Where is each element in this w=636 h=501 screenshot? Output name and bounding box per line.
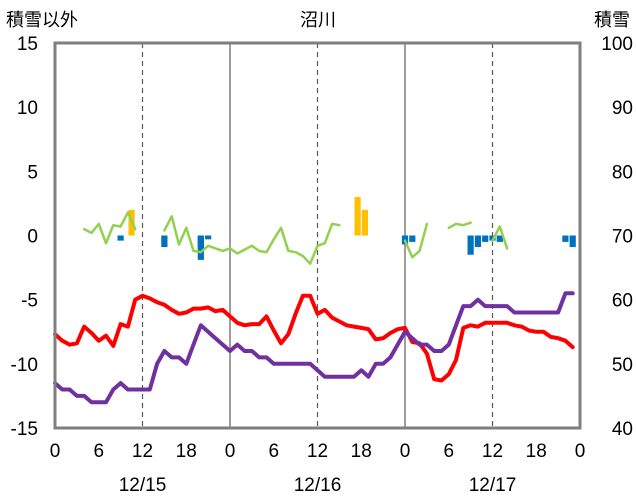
series-line-purple: [53, 291, 575, 405]
date-labels: 12/15 12/16 12/17: [119, 475, 517, 496]
left-tick-label: 5: [27, 162, 38, 183]
x-tick-label: 0: [225, 441, 236, 462]
x-tick-label: 6: [443, 441, 454, 462]
right-tick-labels: 100 90 80 70 60 50 40: [601, 34, 633, 440]
bar: [496, 235, 503, 242]
bar: [569, 235, 576, 248]
x-tick-label: 18: [351, 441, 372, 462]
date-label: 12/15: [119, 475, 167, 496]
left-tick-label: -10: [11, 355, 38, 376]
left-tick-label: -5: [21, 291, 38, 312]
bar: [409, 235, 416, 242]
bar: [197, 235, 204, 249]
chart-title: 沼川: [300, 10, 336, 30]
left-axis-label: 積雪以外: [6, 10, 78, 30]
right-tick-label: 80: [612, 162, 633, 183]
x-tick-label: 12: [307, 441, 328, 462]
x-tick-label: 18: [526, 441, 547, 462]
right-tick-label: 100: [601, 34, 633, 55]
right-axis-label: 積雪: [594, 10, 630, 30]
series-line-green: [163, 215, 341, 265]
bar: [467, 235, 474, 255]
series-line-green: [447, 221, 472, 230]
x-tick-label: 18: [176, 441, 197, 462]
x-tick-label: 0: [50, 441, 61, 462]
series-line-green: [491, 225, 509, 250]
bar: [474, 235, 482, 248]
right-tick-label: 70: [612, 227, 633, 248]
bar: [117, 235, 124, 241]
left-tick-label: -15: [11, 419, 38, 440]
date-label: 12/16: [294, 475, 342, 496]
right-tick-label: 40: [612, 419, 633, 440]
bar: [562, 235, 569, 242]
lines-layer: [53, 211, 575, 405]
bar: [205, 235, 212, 240]
bar: [354, 197, 361, 236]
series-line-green: [82, 211, 137, 245]
x-tick-label: 0: [575, 441, 586, 462]
x-tick-label: 6: [268, 441, 279, 462]
bar: [161, 235, 168, 248]
right-tick-label: 90: [612, 98, 633, 119]
left-tick-labels: 15 10 5 0 -5 -10 -15: [11, 34, 38, 440]
x-tick-label: 12: [132, 441, 153, 462]
left-tick-label: 15: [17, 34, 38, 55]
left-tick-label: 0: [27, 227, 38, 248]
bar: [361, 209, 368, 236]
x-tick-label: 6: [93, 441, 104, 462]
series-line-green: [403, 222, 429, 259]
x-tick-label: 0: [400, 441, 411, 462]
x-tick-label: 12: [482, 441, 503, 462]
bar: [482, 235, 489, 242]
right-tick-label: 60: [612, 291, 633, 312]
left-tick-label: 10: [17, 98, 38, 119]
date-label: 12/17: [469, 475, 517, 496]
series-line-red: [53, 293, 575, 383]
x-tick-labels: 0 6 12 18 0 6 12 18 0 6 12 18 0: [50, 441, 586, 462]
plot-area-border: [53, 41, 582, 430]
right-tick-label: 50: [612, 355, 633, 376]
